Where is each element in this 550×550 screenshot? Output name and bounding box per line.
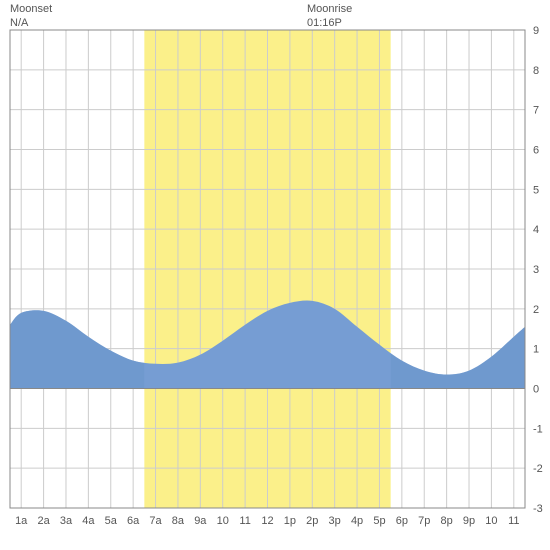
svg-text:6: 6 [533,145,539,157]
svg-text:7: 7 [533,105,539,117]
svg-text:8a: 8a [172,515,185,527]
svg-text:-2: -2 [533,463,543,475]
svg-text:3a: 3a [60,515,73,527]
svg-text:11: 11 [508,515,519,527]
svg-text:1: 1 [533,344,539,356]
svg-text:2p: 2p [306,515,318,527]
moonrise-block: Moonrise 01:16P [307,2,352,30]
svg-text:3p: 3p [329,515,341,527]
svg-text:2a: 2a [37,515,50,527]
svg-text:9p: 9p [463,515,475,527]
svg-text:7a: 7a [149,515,162,527]
svg-text:4a: 4a [82,515,95,527]
svg-text:-1: -1 [533,423,543,435]
svg-text:10: 10 [217,515,229,527]
svg-text:6a: 6a [127,515,140,527]
svg-text:0: 0 [533,384,539,396]
svg-text:5p: 5p [373,515,385,527]
svg-text:8p: 8p [441,515,453,527]
svg-text:9a: 9a [194,515,207,527]
svg-text:1a: 1a [15,515,28,527]
svg-text:4p: 4p [351,515,363,527]
svg-text:7p: 7p [418,515,430,527]
svg-text:8: 8 [533,65,539,77]
svg-text:10: 10 [485,515,497,527]
x-axis: 1a 2a 3a 4a 5a 6a 7a 8a 9a 10 11 12 1p 2p 3p 4p 5p 6p 7p 8p… [15,515,519,527]
svg-text:12: 12 [261,515,273,527]
svg-text:5a: 5a [105,515,118,527]
svg-text:1p: 1p [284,515,296,527]
tide-chart: Moonset N/A Moonrise 01:16P -3-2-1012345… [0,0,550,550]
svg-text:11: 11 [239,515,250,527]
moonset-value: N/A [10,16,52,30]
svg-text:4: 4 [533,224,539,236]
svg-text:6p: 6p [396,515,408,527]
moonrise-label: Moonrise [307,3,352,15]
moonset-label: Moonset [10,3,52,15]
svg-text:2: 2 [533,304,539,316]
svg-text:9: 9 [533,25,539,37]
chart-svg: -3-2-101234567891a2a3a4a5a6a7a8a9a101112… [0,0,550,550]
y-axis: -3 -2 -1 0 1 2 3 4 5 6 7 8 9 [533,25,543,515]
moonset-block: Moonset N/A [10,2,52,30]
moonrise-value: 01:16P [307,16,352,30]
svg-text:-3: -3 [533,503,543,515]
svg-text:5: 5 [533,184,539,196]
svg-text:3: 3 [533,264,539,276]
